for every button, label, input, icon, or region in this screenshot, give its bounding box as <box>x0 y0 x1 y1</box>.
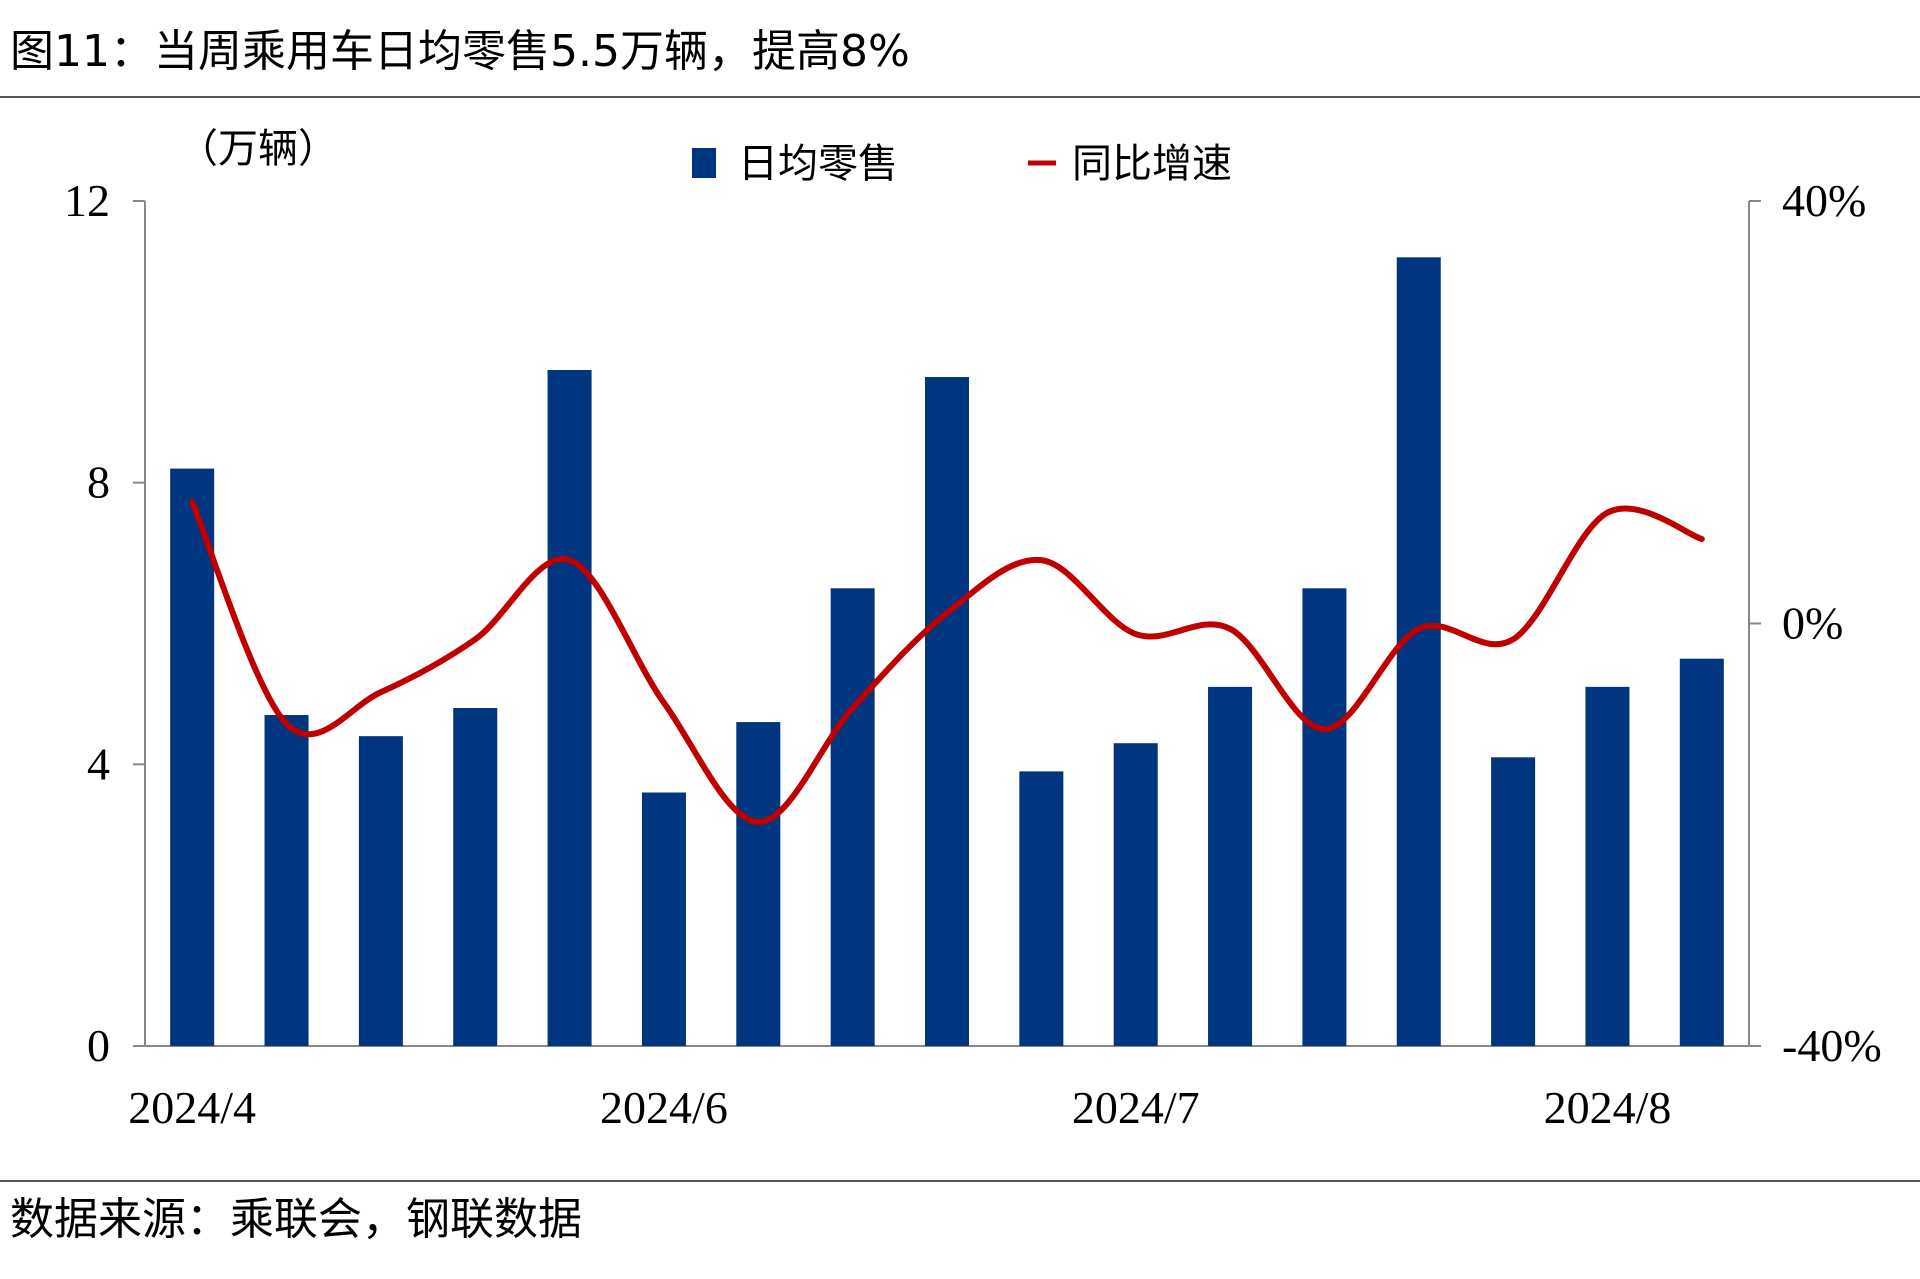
growth-rate-line <box>189 499 1705 826</box>
bar <box>1396 257 1441 1046</box>
right-y-tick-label: 40% <box>1782 175 1866 226</box>
bar <box>264 715 309 1046</box>
bar <box>358 736 403 1046</box>
left-y-tick-label: 12 <box>64 175 110 226</box>
title-divider <box>0 96 1920 98</box>
bar <box>641 792 686 1046</box>
bar <box>170 468 215 1046</box>
bar <box>1302 588 1347 1046</box>
legend-bar-label: 日均零售 <box>738 141 898 187</box>
left-y-tick-label: 0 <box>87 1020 110 1071</box>
x-tick-label: 2024/6 <box>600 1082 728 1133</box>
bar <box>1491 757 1536 1046</box>
left-y-tick-label: 4 <box>87 738 110 789</box>
x-tick-label: 2024/7 <box>1072 1082 1200 1133</box>
figure-title: 图11：当周乘用车日均零售5.5万辆，提高8% <box>10 26 910 77</box>
x-tick-label: 2024/4 <box>128 1082 256 1133</box>
legend-bar-swatch <box>692 148 716 178</box>
legend: 日均零售 同比增速 <box>692 141 1232 187</box>
bar <box>1585 686 1630 1046</box>
data-source-note: 数据来源：乘联会，钢联数据 <box>10 1194 582 1245</box>
combo-chart: 0 4 8 12 -40% 0% 40% （万辆） 2024/4 2024/6 2024/7 2024… <box>64 126 1882 1133</box>
bar <box>736 722 781 1046</box>
bar-series-group <box>170 257 1724 1047</box>
bar <box>1679 658 1724 1046</box>
source-divider <box>0 1180 1920 1182</box>
bar <box>830 588 875 1046</box>
tick-labels-group: 0 4 8 12 -40% 0% 40% （万辆） 2024/4 2024/6 2024/7 2024… <box>64 126 1882 1133</box>
bar <box>1019 771 1064 1046</box>
left-y-tick-label: 8 <box>87 457 110 508</box>
right-y-tick-label: 0% <box>1782 598 1843 649</box>
bar <box>1113 743 1158 1046</box>
legend-line-label: 同比增速 <box>1072 141 1232 187</box>
y-axis-unit-label: （万辆） <box>178 126 338 172</box>
right-y-tick-label: -40% <box>1782 1020 1882 1071</box>
bar <box>453 708 498 1046</box>
line-series-group <box>189 499 1705 826</box>
x-tick-label: 2024/8 <box>1544 1082 1672 1133</box>
bar <box>925 377 969 1047</box>
bar <box>1208 686 1253 1046</box>
bar <box>547 370 592 1046</box>
